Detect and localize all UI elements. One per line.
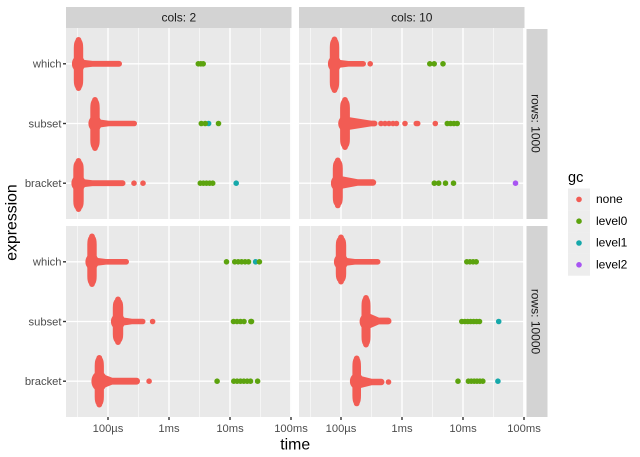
svg-text:which: which — [32, 59, 62, 71]
svg-text:10ms: 10ms — [449, 423, 477, 435]
svg-text:1ms: 1ms — [391, 423, 413, 435]
svg-text:100µs: 100µs — [93, 423, 124, 435]
svg-text:100ms: 100ms — [507, 423, 541, 435]
svg-text:gc: gc — [568, 170, 583, 186]
svg-text:which: which — [32, 257, 62, 269]
svg-text:subset: subset — [29, 316, 63, 328]
svg-text:none: none — [596, 192, 623, 206]
svg-text:1ms: 1ms — [158, 423, 180, 435]
svg-text:rows: 10000: rows: 10000 — [529, 289, 543, 355]
svg-text:bracket: bracket — [25, 178, 63, 190]
svg-text:time: time — [280, 437, 310, 454]
svg-text:expression: expression — [3, 184, 20, 260]
svg-text:bracket: bracket — [25, 376, 63, 388]
svg-text:level2: level2 — [596, 257, 628, 271]
svg-text:subset: subset — [29, 118, 63, 130]
svg-text:level1: level1 — [596, 236, 628, 250]
svg-text:100µs: 100µs — [326, 423, 357, 435]
svg-text:100ms: 100ms — [274, 423, 308, 435]
svg-text:10ms: 10ms — [216, 423, 244, 435]
svg-text:rows: 1000: rows: 1000 — [529, 94, 543, 153]
svg-text:cols: 2: cols: 2 — [161, 11, 196, 25]
svg-text:level0: level0 — [596, 214, 628, 228]
svg-text:cols: 10: cols: 10 — [391, 11, 433, 25]
